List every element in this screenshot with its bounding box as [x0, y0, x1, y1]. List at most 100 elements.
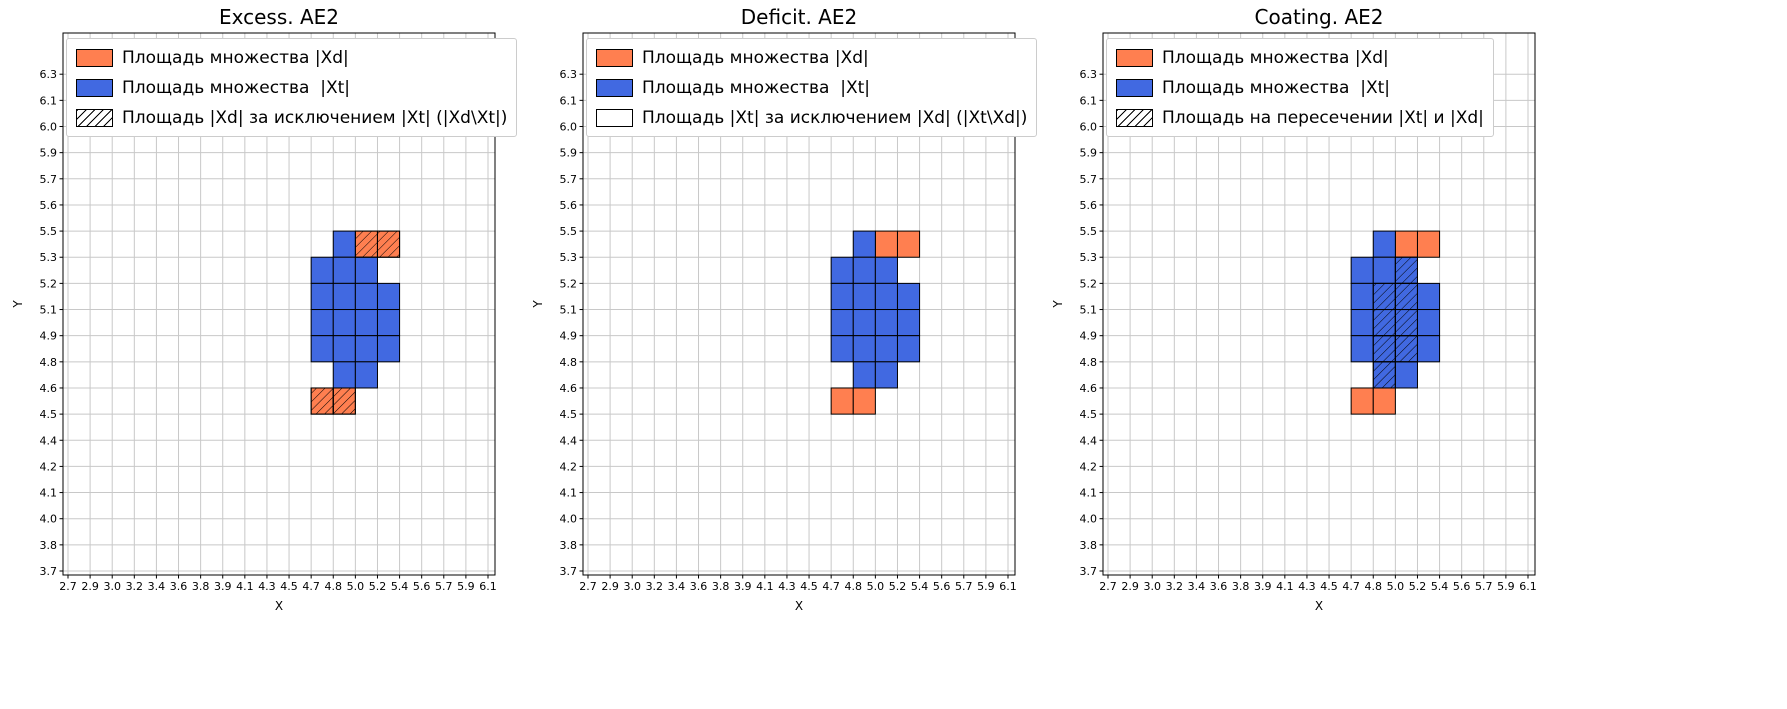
x-tick-label: 3.9: [1254, 580, 1272, 593]
legend-swatch-blue: [596, 78, 633, 97]
y-tick-label: 5.3: [1080, 251, 1098, 264]
y-tick-label: 4.0: [1080, 513, 1098, 526]
legend-entry: Площадь множества |Xd|: [596, 44, 1027, 71]
cell-xd: [896, 230, 921, 258]
legend-swatch-blue: [76, 78, 113, 97]
y-tick-label: 5.3: [560, 251, 578, 264]
y-tick-label: 6.3: [40, 68, 58, 81]
x-axis-label: X: [275, 599, 283, 613]
y-tick-label: 4.2: [1080, 460, 1098, 473]
x-tick-label: 2.7: [1099, 580, 1117, 593]
y-tick-label: 5.6: [1080, 199, 1098, 212]
y-tick-label: 5.7: [40, 173, 58, 186]
plot-canvas: 2.7 2.9 3.0 3.2 3.4 3.6 3.8 3.9 4.1 4.3 4.5 4.7 4.8 5…: [1051, 5, 1537, 613]
y-tick-label: 4.8: [40, 356, 58, 369]
y-tick-label: 4.4: [1080, 434, 1098, 447]
x-tick-label: 5.0: [1387, 580, 1405, 593]
y-tick-label: 6.3: [560, 68, 578, 81]
cell-xt: [852, 256, 876, 284]
cell-xt: [310, 309, 334, 337]
cell-xt: [332, 335, 356, 363]
plot-frame: [1102, 32, 1536, 576]
y-tick-label: 6.0: [40, 121, 58, 134]
y-tick-label: 4.0: [560, 513, 578, 526]
cell-xt: [830, 309, 854, 337]
y-tick-label: 4.9: [40, 330, 58, 343]
x-tick-label: 3.6: [690, 580, 708, 593]
x-tick-label: 3.6: [1210, 580, 1228, 593]
y-tick-label: 5.2: [560, 277, 578, 290]
legend-label: Площадь на пересечении |Xt| и |Xd|: [1162, 107, 1484, 128]
legend-label: Площадь |Xd| за исключением |Xt| (|Xd\Xt…: [122, 107, 508, 128]
x-tick-label: 6.1: [479, 580, 497, 593]
x-tick-label: 5.0: [867, 580, 885, 593]
legend-swatch-orange: [1116, 48, 1153, 67]
x-tick-label: 3.2: [646, 580, 664, 593]
x-tick-label: 3.4: [1188, 580, 1206, 593]
cell-xt: [354, 282, 378, 311]
legend-swatch-hatch: [76, 108, 113, 127]
cell-xt: [896, 282, 921, 311]
cell-xt: [376, 309, 401, 337]
x-tick-label: 4.1: [236, 580, 254, 593]
x-tick-label: 4.5: [800, 580, 818, 593]
cell-xt: [1372, 230, 1396, 258]
x-tick-label: 4.3: [1298, 580, 1316, 593]
legend-entry: Площадь |Xt| за исключением |Xd| (|Xt\Xd…: [596, 104, 1027, 131]
x-tick-label: 3.4: [668, 580, 686, 593]
x-tick-label: 5.6: [933, 580, 951, 593]
y-tick-label: 5.5: [1080, 225, 1098, 238]
x-tick-label: 4.8: [1365, 580, 1383, 593]
y-tick-label: 5.2: [40, 277, 58, 290]
cell-xt: [1416, 335, 1441, 363]
plot-frame: [582, 32, 1016, 576]
x-tick-label: 5.4: [391, 580, 409, 593]
y-tick-label: 4.1: [40, 487, 58, 500]
y-tick-label: 6.1: [40, 94, 58, 107]
legend-label: Площадь множества |Xd|: [642, 47, 869, 68]
y-tick-label: 4.5: [560, 408, 578, 421]
x-tick-label: 5.2: [369, 580, 387, 593]
cell-xt: [332, 230, 356, 258]
x-tick-label: 4.7: [822, 580, 840, 593]
y-tick-label: 4.8: [1080, 356, 1098, 369]
cell-xt: [354, 256, 378, 284]
y-tick-label: 4.5: [1080, 408, 1098, 421]
x-axis-label: X: [1315, 599, 1323, 613]
legend-entry: Площадь множества |Xt|: [1116, 74, 1484, 101]
cell-xd: [1372, 387, 1396, 415]
legend-label: Площадь множества |Xt|: [1162, 77, 1391, 98]
cell-hatch: [376, 230, 401, 258]
x-tick-label: 4.3: [258, 580, 276, 593]
y-tick-label: 4.8: [560, 356, 578, 369]
y-tick-label: 4.6: [40, 382, 58, 395]
cell-xd: [1416, 230, 1441, 258]
plot-title: Excess. AE2: [219, 5, 339, 29]
cell-xt: [310, 282, 334, 311]
cell-xt: [830, 256, 854, 284]
y-axis-label: Y: [1051, 300, 1065, 309]
x-tick-label: 6.1: [999, 580, 1017, 593]
x-tick-label: 5.9: [457, 580, 475, 593]
x-tick-label: 4.5: [1320, 580, 1338, 593]
y-tick-label: 4.4: [40, 434, 58, 447]
y-tick-label: 6.1: [1080, 94, 1098, 107]
x-tick-label: 5.4: [911, 580, 929, 593]
cell-xt: [830, 335, 854, 363]
y-axis-label: Y: [11, 300, 25, 309]
cell-xt: [332, 361, 356, 389]
cell-xt: [332, 309, 356, 337]
cell-xt: [852, 230, 876, 258]
y-tick-label: 5.9: [40, 147, 58, 160]
y-tick-label: 6.1: [560, 94, 578, 107]
cells: [830, 230, 921, 415]
cell-xt: [332, 256, 356, 284]
x-tick-label: 4.8: [325, 580, 343, 593]
cells: [1350, 230, 1441, 415]
x-tick-label: 2.7: [59, 580, 77, 593]
cells: [310, 230, 401, 415]
legend-entry: Площадь |Xd| за исключением |Xt| (|Xd\Xt…: [76, 104, 507, 131]
y-tick-label: 3.8: [40, 539, 58, 552]
cell-hatch: [1394, 282, 1418, 311]
legend-swatch-blue: [1116, 78, 1153, 97]
